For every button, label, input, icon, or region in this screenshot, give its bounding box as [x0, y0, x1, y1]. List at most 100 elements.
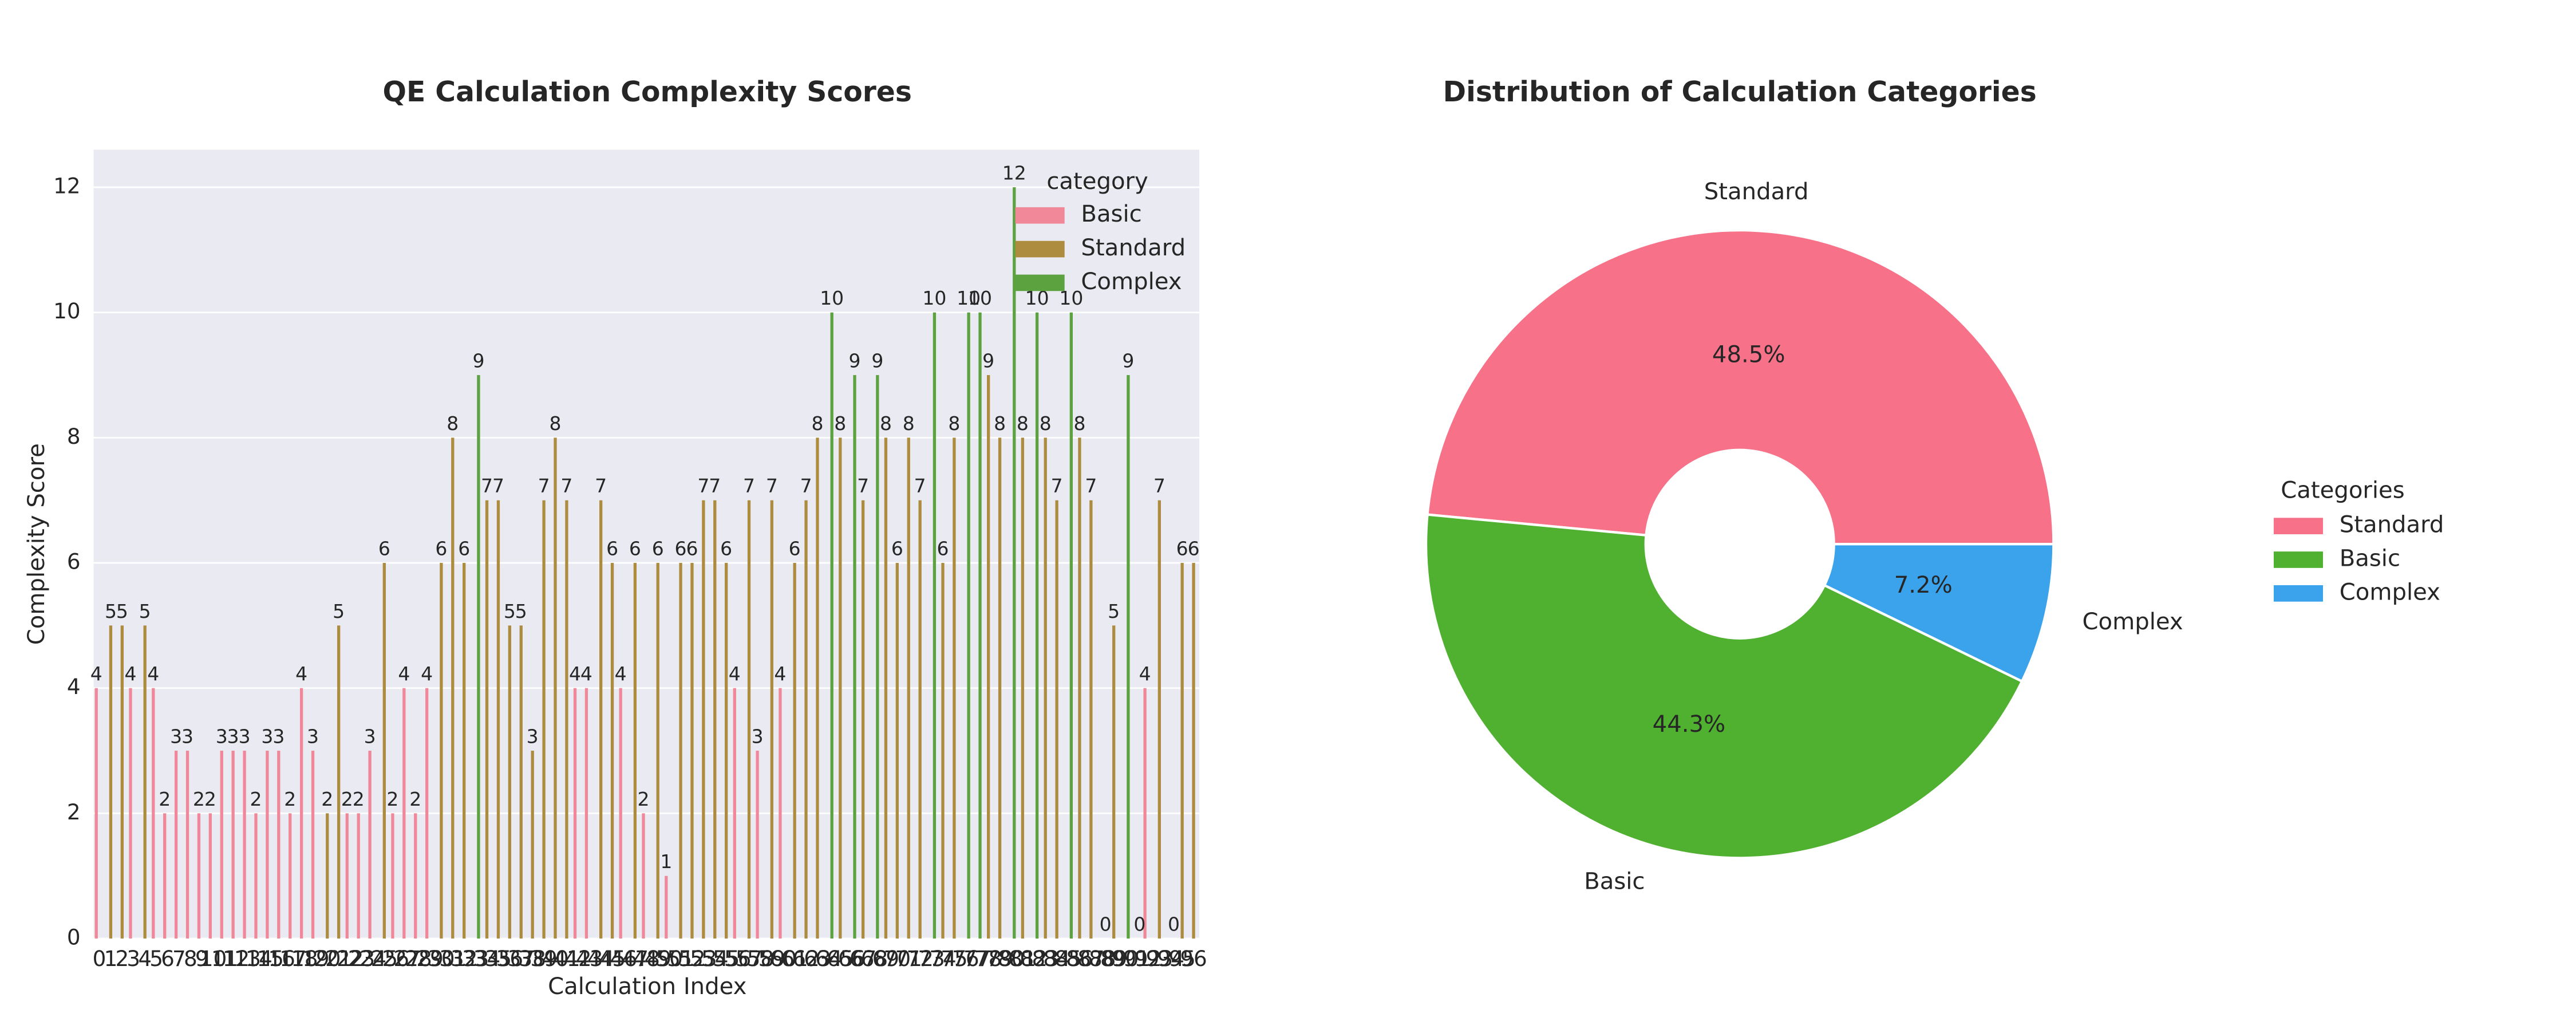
bar: [779, 688, 782, 939]
bar: [94, 688, 98, 939]
x-tick-label: 70: [884, 946, 911, 971]
legend-swatch: [1015, 207, 1065, 224]
x-tick-label: 28: [405, 946, 432, 971]
bar: [853, 375, 856, 939]
data-label: 2: [250, 788, 262, 810]
data-label: 4: [569, 663, 581, 685]
x-tick-label: 59: [758, 946, 785, 971]
data-label: 3: [239, 726, 251, 748]
x-tick-label: 4: [138, 946, 152, 971]
data-label: 8: [1017, 412, 1029, 435]
data-label: 8: [1040, 412, 1052, 435]
x-tick-label: 8: [184, 946, 197, 971]
bar: [610, 563, 614, 939]
bar: [1069, 312, 1073, 939]
bar: [679, 563, 682, 939]
data-label: 6: [937, 538, 949, 560]
data-label: 3: [216, 726, 228, 748]
x-tick-label: 35: [485, 946, 512, 971]
x-tick-label: 83: [1032, 946, 1058, 971]
bar: [1157, 500, 1161, 939]
x-tick-label: 64: [815, 946, 842, 971]
bar: [573, 688, 577, 939]
x-tick-label: 5: [149, 946, 163, 971]
pie-label: Standard: [1704, 179, 1809, 205]
x-tick-label: 19: [302, 946, 329, 971]
bar: [733, 688, 736, 939]
pie-percent: 48.5%: [1712, 342, 1785, 368]
data-label: 7: [595, 475, 607, 497]
data-label: 6: [378, 538, 390, 560]
legend-label: Basic: [2340, 545, 2400, 571]
bar: [830, 312, 833, 939]
data-label: 10: [968, 287, 992, 309]
bar: [770, 500, 773, 939]
data-label: 7: [1153, 475, 1165, 497]
data-label: 4: [615, 663, 627, 685]
x-tick-label: 12: [223, 946, 250, 971]
data-label: 6: [606, 538, 618, 560]
data-label: 4: [398, 663, 410, 685]
data-label: 3: [527, 726, 539, 748]
legend-swatch: [2273, 551, 2324, 568]
x-tick-label: 47: [622, 946, 649, 971]
data-label: 9: [472, 350, 484, 372]
x-tick-label: 81: [1009, 946, 1036, 971]
data-label: 3: [170, 726, 182, 748]
legend-label: Standard: [1081, 235, 1186, 261]
data-label: 6: [891, 538, 903, 560]
x-tick-label: 77: [963, 946, 990, 971]
bar: [220, 751, 223, 939]
x-tick-label: 93: [1146, 946, 1173, 971]
bar: [656, 563, 659, 939]
bar: [713, 500, 717, 939]
data-label: 9: [982, 350, 994, 372]
x-tick-label: 96: [1180, 946, 1207, 971]
x-tick-label: 82: [1021, 946, 1048, 971]
x-tick-label: 21: [325, 946, 352, 971]
data-label: 8: [811, 412, 823, 435]
x-tick-label: 39: [530, 946, 557, 971]
data-label: 7: [1085, 475, 1097, 497]
data-label: 3: [272, 726, 285, 748]
legend-swatch: [1015, 274, 1065, 291]
x-tick-label: 62: [792, 946, 819, 971]
x-tick-label: 7: [172, 946, 186, 971]
data-label: 0: [1168, 913, 1180, 936]
x-tick-label: 71: [895, 946, 922, 971]
bar: [243, 751, 246, 939]
x-tick-label: 6: [161, 946, 175, 971]
x-tick-label: 65: [827, 946, 854, 971]
x-tick-label: 33: [462, 946, 489, 971]
x-tick-label: 25: [371, 946, 398, 971]
x-tick-label: 14: [246, 946, 272, 971]
bar: [1180, 563, 1184, 939]
x-tick-label: 20: [314, 946, 341, 971]
bar: [163, 813, 167, 939]
y-tick-label: 8: [67, 424, 81, 449]
x-tick-label: 2: [115, 946, 129, 971]
y-axis-label: Complexity Score: [23, 443, 50, 645]
x-tick-label: 1: [104, 946, 118, 971]
data-label: 6: [652, 538, 664, 560]
plot-background: [93, 149, 1200, 939]
bar: [884, 437, 888, 939]
legend-title: category: [1046, 168, 1148, 195]
bar: [665, 876, 668, 939]
pie-slice: [1424, 513, 2024, 859]
data-label: 5: [116, 600, 128, 622]
x-tick-label: 0: [93, 946, 106, 971]
data-label: 4: [729, 663, 741, 685]
data-label: 8: [903, 412, 915, 435]
data-label: 4: [580, 663, 592, 685]
bar: [197, 813, 201, 939]
x-tick-label: 74: [929, 946, 956, 971]
bar: [266, 751, 269, 939]
x-tick-label: 49: [644, 946, 671, 971]
x-tick-label: 9: [195, 946, 209, 971]
data-label: 4: [90, 663, 102, 685]
x-tick-label: 38: [519, 946, 546, 971]
x-tick-label: 22: [337, 946, 364, 971]
bar: [345, 813, 349, 939]
bar: [231, 751, 235, 939]
